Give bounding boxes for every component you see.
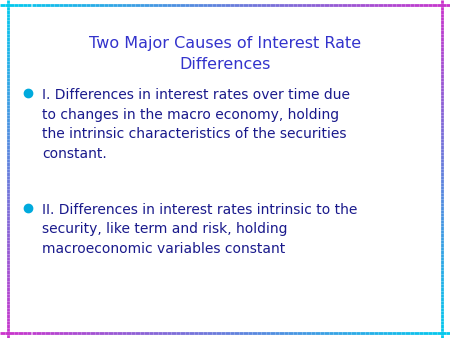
Text: I. Differences in interest rates over time due
to changes in the macro economy, : I. Differences in interest rates over ti…	[42, 88, 350, 161]
Text: II. Differences in interest rates intrinsic to the
security, like term and risk,: II. Differences in interest rates intrin…	[42, 203, 357, 256]
Text: Two Major Causes of Interest Rate
Differences: Two Major Causes of Interest Rate Differ…	[89, 36, 361, 72]
